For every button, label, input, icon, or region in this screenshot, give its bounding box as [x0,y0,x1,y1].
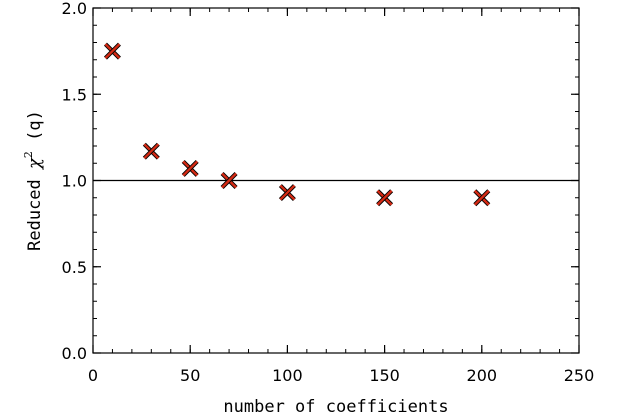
y-tick-label: 1.0 [62,172,87,191]
x-axis-title: number of coefficients [223,397,448,417]
y-tick-label: 1.5 [62,85,87,104]
y-axis-title-superscript: 2 [22,151,35,158]
x-tick-label: 50 [180,366,200,385]
y-tick-label: 2.0 [62,0,87,18]
x-tick-label: 250 [564,366,595,385]
y-axis-title: Reduced χ2 (q) [22,110,45,251]
data-point [278,184,296,202]
x-tick-label: 200 [467,366,498,385]
y-axis-title-chi: χ [24,157,45,171]
data-point [473,189,491,207]
y-tick-label: 0.0 [62,344,87,363]
x-tick-label: 100 [272,366,303,385]
y-axis-title-prefix: Reduced [25,169,45,251]
data-point [220,172,238,189]
data-point [181,159,199,177]
y-axis-title-suffix: (q) [25,110,45,151]
x-tick-label: 150 [369,366,400,385]
x-tick-label: 0 [88,366,98,385]
data-point [103,42,121,60]
data-markers [103,42,491,207]
y-tick-label: 0.5 [62,258,87,277]
data-point [376,189,394,207]
x-tick-labels: 0 50 100 150 200 250 [88,366,594,385]
data-point [142,142,160,160]
y-tick-labels: 0.0 0.5 1.0 1.5 2.0 [62,0,87,363]
